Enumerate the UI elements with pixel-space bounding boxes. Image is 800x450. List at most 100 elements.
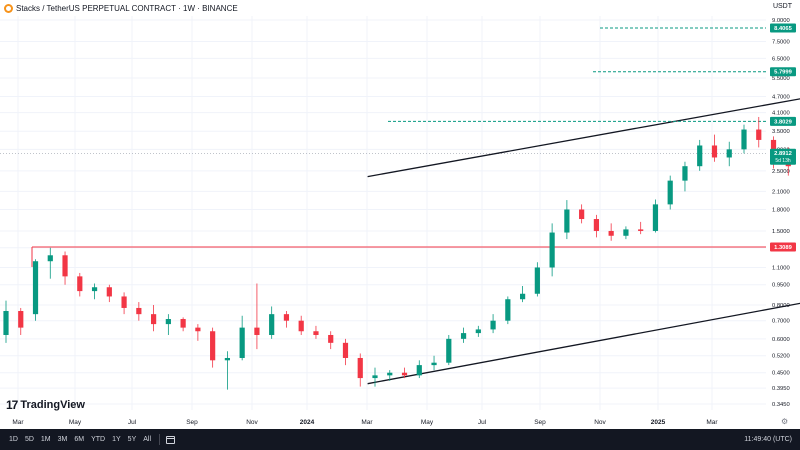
price-tag-label: 8.4065 [774, 26, 793, 32]
symbol-title[interactable]: Stacks / TetherUS PERPETUAL CONTRACT · 1… [16, 3, 238, 13]
bottom-toolbar: 1D 5D 1M 3M 6M YTD 1Y 5Y All 11:49:40 (U… [0, 429, 800, 450]
candle-body [579, 209, 585, 220]
y-tick-label: 0.3450 [772, 402, 790, 408]
timeframe-5y[interactable]: 5Y [127, 436, 137, 443]
candle-body [549, 232, 555, 268]
y-tick-label: 0.6000 [772, 337, 790, 343]
candle-body [3, 311, 9, 335]
timeframe-6m[interactable]: 6M [74, 436, 85, 443]
timeframe-1d[interactable]: 1D [9, 436, 18, 443]
y-tick-label: 7.5000 [772, 39, 790, 45]
current-price-label: 2.8912 [774, 151, 792, 157]
candle-body [32, 261, 39, 315]
candle-body [505, 299, 511, 321]
candle-body [47, 255, 53, 262]
y-tick-label: 1.8000 [772, 207, 790, 213]
candle-body [682, 166, 688, 181]
x-tick-label: Jul [128, 419, 137, 426]
x-tick-label: May [421, 419, 434, 426]
current-price-tag-bg [770, 148, 796, 165]
y-tick-label: 0.7000 [772, 319, 790, 325]
candle-body [785, 163, 791, 167]
tradingview-wordmark: TradingView [20, 399, 85, 411]
candle-body [726, 149, 732, 158]
candle-body [520, 293, 526, 300]
candle-body [652, 204, 659, 231]
y-tick-label: 5.5000 [772, 76, 790, 82]
channel-upper-line [367, 98, 800, 178]
x-tick-label: Nov [594, 419, 606, 426]
x-tick-label: Mar [361, 419, 373, 426]
chart-header: Stacks / TetherUS PERPETUAL CONTRACT · 1… [0, 0, 760, 16]
timeframe-3m[interactable]: 3M [57, 436, 68, 443]
price-tag-bg [770, 23, 796, 33]
candle-body [106, 287, 112, 297]
candle-body [741, 129, 747, 150]
channel-lower-line [367, 302, 800, 385]
candle-body [18, 311, 24, 328]
clock-readout: 11:49:40 (UTC) [744, 436, 792, 443]
candle-body [62, 255, 68, 277]
candle-body [136, 307, 142, 315]
y-tick-label: 3.5000 [772, 129, 790, 135]
settings-gear-icon[interactable]: ⚙ [781, 417, 789, 426]
candle-body [372, 375, 378, 379]
tradingview-mark-icon: 17 [6, 398, 18, 412]
candle-body [387, 372, 393, 376]
candle-body [224, 357, 230, 361]
candle-body [593, 219, 599, 231]
candle-body [342, 342, 349, 358]
timeframe-1y[interactable]: 1Y [112, 436, 121, 443]
x-tick-label: Nov [246, 419, 258, 426]
y-tick-label: 2.1000 [772, 189, 790, 195]
calendar-icon[interactable] [166, 435, 176, 444]
candle-body [638, 229, 644, 231]
x-tick-label: Mar [12, 419, 24, 426]
y-tick-label: 0.4500 [772, 371, 790, 377]
y-tick-label: 0.8000 [772, 303, 790, 309]
tradingview-logo: 17 TradingView [6, 398, 85, 412]
x-tick-label: May [69, 419, 82, 426]
x-tick-label: 2024 [300, 419, 315, 426]
candle-body [357, 357, 363, 379]
candle-body [460, 333, 467, 339]
candle-body [328, 334, 334, 343]
x-tick-label: Sep [534, 419, 546, 426]
y-tick-label: 9.0000 [772, 18, 790, 24]
y-tick-label: 0.9500 [772, 283, 790, 289]
candle-body [210, 331, 216, 361]
y-tick-label: 0.5200 [772, 354, 790, 360]
candle-body [446, 338, 452, 363]
price-tag-bg [770, 116, 796, 126]
y-tick-label: 4.7000 [772, 94, 790, 100]
candle-body [756, 129, 762, 140]
coin-logo-icon [4, 3, 13, 13]
candle-body [711, 145, 718, 158]
candle-body [165, 319, 171, 325]
timeframe-ytd[interactable]: YTD [91, 436, 106, 443]
timeframe-1m[interactable]: 1M [40, 436, 51, 443]
price-tag-label: 1.3089 [774, 245, 793, 251]
candle-body [77, 276, 83, 292]
x-tick-label: Jul [478, 419, 487, 426]
candle-body [564, 209, 570, 233]
price-tag-bg [770, 242, 796, 252]
candle-body [697, 145, 703, 167]
candle-body [151, 314, 157, 325]
candle-body [608, 230, 614, 236]
candle-body [490, 320, 496, 330]
price-tag-label: 3.8029 [774, 119, 793, 125]
candle-body [534, 267, 540, 294]
price-chart[interactable]: Mar May Jul Sep Nov 2024 Mar May Jul Sep Nov 2025 Ma… [0, 0, 800, 429]
candle-body [283, 314, 290, 321]
candle-body [180, 319, 186, 328]
candle-body [431, 362, 437, 366]
y-tick-label: 0.3950 [772, 386, 790, 392]
timeframe-all[interactable]: All [143, 436, 152, 443]
x-tick-label: 2025 [651, 419, 666, 426]
candle-body [623, 229, 629, 236]
candle-body [195, 327, 201, 332]
currency-label[interactable]: USDT [772, 3, 792, 10]
timeframe-5d[interactable]: 5D [24, 436, 34, 443]
price-tag-bg [770, 67, 796, 77]
